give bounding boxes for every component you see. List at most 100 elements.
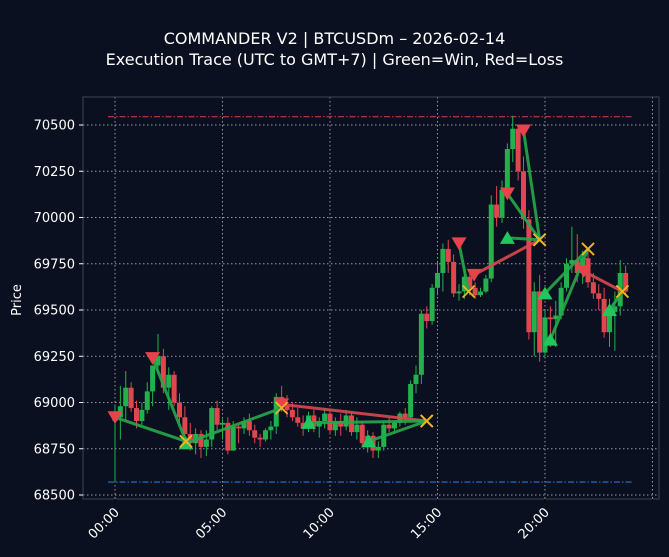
- candle-body: [467, 276, 473, 288]
- trade-line-loss: [281, 402, 427, 423]
- exit-x-stroke: [615, 284, 630, 299]
- sell-entry-triangle-icon: [274, 398, 290, 412]
- candle-body: [569, 260, 575, 264]
- candle-body: [155, 356, 161, 366]
- candle-body: [408, 384, 414, 418]
- candle-body: [590, 282, 596, 294]
- candle-body: [134, 408, 139, 421]
- candle-body: [198, 433, 204, 447]
- candle-body: [435, 273, 440, 288]
- exit-x-stroke: [581, 242, 595, 256]
- candle-body: [214, 408, 220, 425]
- sell-entry-triangle-icon: [451, 237, 467, 251]
- candle-body: [531, 291, 537, 333]
- exit-x-marker-icon: [462, 284, 476, 299]
- sell-entry-triangle-icon: [466, 268, 482, 282]
- candle-body: [246, 421, 252, 431]
- exit-x-stroke: [462, 284, 476, 299]
- exit-x-marker-icon: [581, 242, 595, 256]
- candle-body: [612, 306, 618, 312]
- candle-body: [424, 313, 430, 322]
- candle-body: [386, 424, 392, 429]
- trade-line-win: [185, 406, 283, 445]
- candle-body: [564, 263, 569, 288]
- candle-body: [284, 406, 290, 410]
- y-axis-label: Price: [10, 284, 25, 316]
- trade-line-win: [543, 247, 590, 295]
- candle-body: [220, 422, 225, 425]
- candle-body: [392, 422, 397, 429]
- candle-body: [461, 276, 467, 292]
- candle-body: [440, 248, 446, 273]
- candle-body: [553, 315, 559, 320]
- candle-body: [311, 415, 317, 427]
- candle-body: [402, 413, 408, 418]
- candle-body: [177, 402, 182, 418]
- candle-body: [322, 413, 328, 421]
- exit-x-marker-icon: [274, 401, 289, 415]
- trade-traces: [107, 124, 630, 450]
- candle-body: [241, 421, 247, 429]
- candle-body: [596, 293, 602, 299]
- sell-entry-triangle-icon: [107, 411, 123, 425]
- buy-entry-triangle-icon: [537, 286, 553, 300]
- candle-body: [359, 424, 365, 444]
- buy-entry-triangle-icon: [499, 231, 515, 244]
- candle-body: [236, 426, 242, 429]
- x-tick-label: 05:00: [193, 505, 230, 542]
- candle-body: [445, 248, 451, 262]
- candle-body: [209, 408, 215, 440]
- candle-body: [607, 311, 612, 333]
- candle-body: [558, 287, 564, 316]
- sell-entry-triangle-icon: [576, 265, 592, 278]
- trade-line-win: [114, 415, 187, 443]
- candle-body: [494, 204, 500, 218]
- exit-x-stroke: [179, 434, 193, 448]
- y-tick-label: 69500: [34, 304, 75, 319]
- sell-entry-triangle-icon: [516, 124, 531, 138]
- candle-body: [128, 387, 134, 409]
- candle-body: [332, 421, 338, 431]
- candle-body: [123, 387, 129, 407]
- trade-line-loss: [473, 238, 541, 277]
- candle-body: [182, 417, 188, 434]
- x-tick-label: 15:00: [408, 505, 445, 542]
- candle-body: [472, 287, 478, 296]
- candle-body: [542, 317, 548, 353]
- x-tick-label: 10:00: [301, 505, 338, 542]
- candle-body: [144, 391, 150, 410]
- exit-x-marker-icon: [615, 284, 630, 299]
- candle-body: [295, 417, 301, 423]
- candle-body: [160, 356, 166, 388]
- candle-body: [499, 189, 505, 218]
- candle-body: [515, 128, 521, 172]
- candle-body: [166, 374, 172, 388]
- candle-body: [139, 409, 145, 421]
- candle-body: [375, 446, 381, 451]
- y-tick-label: 69250: [34, 350, 75, 365]
- trade-line-win: [457, 243, 471, 292]
- y-tick-label: 68750: [34, 442, 75, 457]
- trade-line-win: [308, 419, 427, 425]
- exit-x-marker-icon: [179, 434, 193, 448]
- candle-body: [230, 426, 236, 451]
- buy-entry-triangle-icon: [301, 416, 316, 429]
- candle-body: [150, 365, 156, 392]
- candle-body: [623, 273, 629, 292]
- buy-entry-triangle-icon: [542, 332, 558, 346]
- candle-body: [349, 415, 354, 433]
- y-tick-label: 70000: [34, 211, 75, 226]
- candle-body: [456, 291, 462, 294]
- candle-body: [418, 313, 424, 375]
- candle-body: [521, 171, 526, 220]
- candle-body: [252, 430, 258, 438]
- sell-entry-triangle-icon: [499, 187, 515, 201]
- trade-line-loss: [583, 269, 624, 293]
- candle-body: [203, 439, 209, 447]
- candle-body: [451, 261, 457, 294]
- candle-body: [257, 437, 263, 440]
- trade-line-win: [522, 130, 542, 240]
- y-axis-ticks: 68500 68750 69000 69250 69500 69750 70000 70250…: [34, 119, 83, 504]
- candle-body: [263, 430, 268, 440]
